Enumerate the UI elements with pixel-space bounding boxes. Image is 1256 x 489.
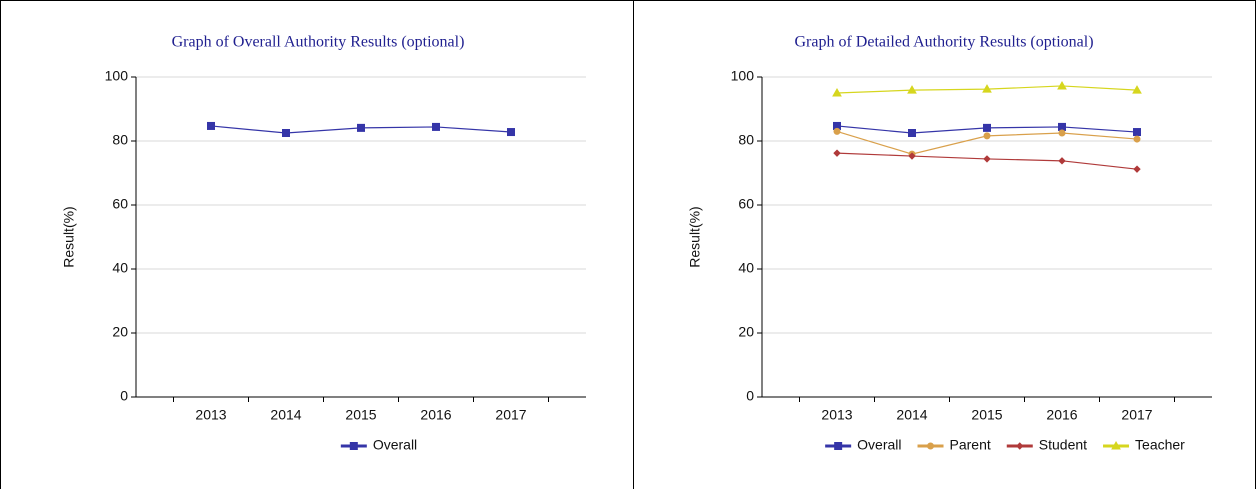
legend: Overall Parent Student Teacher [825,437,1185,453]
y-tick-label: 100 [105,68,129,84]
marker [282,129,290,137]
y-tick-label: 60 [112,196,128,212]
legend-entry: Teacher [1103,437,1185,453]
marker [833,149,841,157]
x-tick-label: 2015 [345,407,376,423]
legend-label: Overall [373,437,417,453]
legend-entry: Parent [917,437,991,453]
y-tick-label: 0 [120,388,128,404]
legend-entry: Overall [825,437,902,453]
legend-label: Overall [857,437,901,453]
y-tick-label: 80 [738,132,754,148]
y-tick-label: 20 [112,324,128,340]
legend-label: Parent [950,437,991,453]
chart-title: Graph of Overall Authority Results (opti… [172,34,465,51]
y-tick-label: 20 [738,324,754,340]
legend: Overall [340,437,417,453]
marker [207,121,215,130]
marker [983,132,991,140]
marker [833,127,841,135]
marker [832,87,842,97]
marker [357,123,365,132]
x-tick-label: 2016 [1046,407,1077,423]
y-axis-label: Result(%) [61,206,77,267]
legend-label: Student [1039,437,1087,453]
marker [1016,442,1024,450]
y-tick-label: 40 [112,260,128,276]
y-tick-label: 80 [112,132,128,148]
chart-title: Graph of Detailed Authority Results (opt… [794,34,1093,51]
marker [349,442,358,450]
marker [1058,157,1066,165]
y-axis-label: Result(%) [687,206,703,267]
marker [908,152,916,160]
y-tick-label: 0 [746,388,754,404]
marker [834,442,843,450]
marker [908,129,916,137]
legend-entry: Overall [340,437,417,453]
marker [983,123,991,132]
marker [1058,122,1066,131]
x-tick-label: 2013 [821,407,852,423]
y-tick-label: 100 [731,68,755,84]
marker [432,122,440,131]
marker [1133,165,1141,173]
marker [507,128,515,137]
x-tick-label: 2016 [420,407,451,423]
marker [983,155,991,163]
marker [982,84,992,93]
y-tick-label: 60 [738,196,754,212]
marker [1058,129,1066,137]
x-tick-label: 2015 [971,407,1002,423]
x-tick-label: 2017 [495,407,526,423]
legend-label: Teacher [1135,437,1185,453]
x-tick-label: 2014 [270,407,301,423]
x-tick-label: 2017 [1121,407,1152,423]
marker [907,85,917,94]
marker [1133,128,1141,137]
legend-entry: Student [1006,437,1087,453]
marker [927,442,935,450]
marker [1111,440,1121,450]
x-tick-label: 2014 [896,407,927,423]
marker [1057,80,1067,90]
marker [1132,85,1142,94]
y-tick-label: 40 [738,260,754,276]
x-tick-label: 2013 [195,407,226,423]
marker [1133,135,1141,143]
